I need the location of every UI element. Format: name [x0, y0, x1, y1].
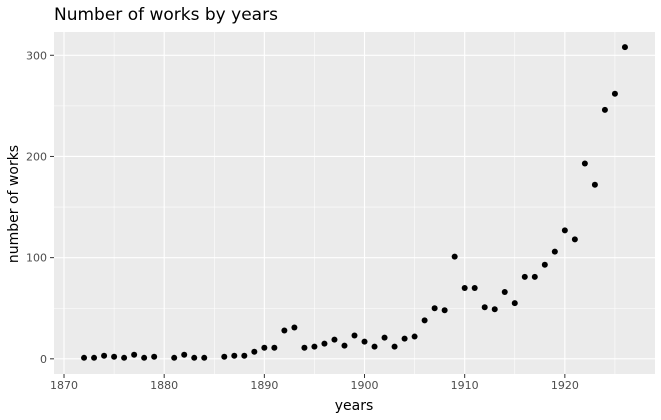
- data-point: [371, 343, 378, 350]
- data-point: [121, 354, 128, 361]
- data-point: [151, 353, 158, 360]
- data-point: [451, 253, 458, 260]
- data-point: [581, 160, 588, 167]
- plot-panel: [54, 32, 655, 374]
- data-point: [461, 284, 468, 291]
- x-tick-label: 1920: [551, 379, 579, 392]
- data-point: [341, 342, 348, 349]
- data-point: [221, 353, 228, 360]
- data-point: [271, 344, 278, 351]
- y-axis-title: number of works: [6, 145, 22, 263]
- data-point: [411, 333, 418, 340]
- data-point: [561, 227, 568, 234]
- minor-gridlines: [54, 32, 655, 374]
- data-point: [351, 332, 358, 339]
- data-point: [181, 351, 188, 358]
- data-point: [361, 338, 368, 345]
- data-point: [421, 317, 428, 324]
- data-point: [301, 344, 308, 351]
- data-point: [471, 284, 478, 291]
- data-point: [621, 44, 628, 51]
- data-point: [281, 327, 288, 334]
- data-point: [201, 354, 208, 361]
- x-tick-label: 1870: [50, 379, 78, 392]
- data-point: [311, 343, 318, 350]
- data-point: [171, 354, 178, 361]
- x-axis: 1870 1880 1890 1900 1910 1920: [50, 374, 579, 392]
- y-tick-label: 200: [26, 150, 47, 163]
- data-point: [511, 300, 518, 307]
- data-point: [291, 324, 298, 331]
- data-point: [571, 236, 578, 243]
- y-axis: 0 100 200 300: [26, 49, 54, 366]
- data-point: [531, 273, 538, 280]
- data-point: [191, 354, 198, 361]
- x-tick-label: 1880: [150, 379, 178, 392]
- y-tick-label: 300: [26, 49, 47, 62]
- data-point: [481, 304, 488, 311]
- data-point: [261, 344, 268, 351]
- chart-title: Number of works by years: [54, 5, 278, 25]
- data-point: [491, 306, 498, 313]
- data-point: [501, 289, 508, 296]
- data-point: [391, 343, 398, 350]
- data-point: [321, 340, 328, 347]
- data-points: [81, 44, 628, 361]
- data-point: [611, 90, 618, 97]
- data-point: [381, 334, 388, 341]
- data-point: [251, 348, 258, 355]
- data-point: [241, 352, 248, 359]
- data-point: [101, 352, 108, 359]
- y-tick-label: 100: [26, 252, 47, 265]
- data-point: [141, 354, 148, 361]
- data-point: [131, 351, 138, 358]
- data-point: [591, 181, 598, 188]
- data-point: [331, 336, 338, 343]
- data-point: [601, 106, 608, 113]
- data-point: [431, 305, 438, 312]
- data-point: [231, 352, 238, 359]
- data-point: [111, 353, 118, 360]
- data-point: [541, 261, 548, 268]
- data-point: [401, 335, 408, 342]
- x-tick-label: 1890: [250, 379, 278, 392]
- x-tick-label: 1910: [451, 379, 479, 392]
- data-point: [441, 307, 448, 314]
- data-point: [91, 354, 98, 361]
- data-point: [551, 248, 558, 255]
- y-tick-label: 0: [40, 353, 47, 366]
- data-point: [521, 273, 528, 280]
- data-point: [81, 354, 88, 361]
- x-axis-title: years: [335, 398, 374, 414]
- x-tick-label: 1900: [351, 379, 379, 392]
